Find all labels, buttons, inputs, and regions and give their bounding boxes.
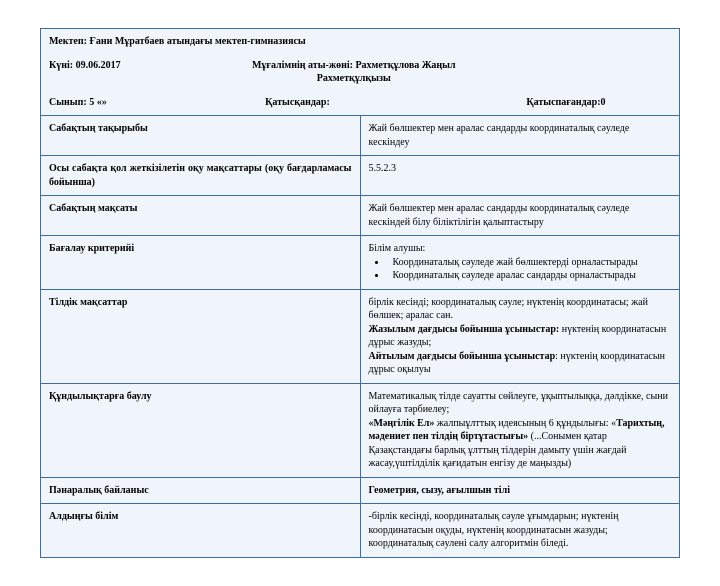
inter-label: Пәнаралық байланыс [41,477,361,504]
lesson-plan-table: Мектеп: Ғани Мұратбаев атындағы мектеп-г… [40,28,680,558]
prior-value: -бірлік кесінді, координаталық сәуле ұғы… [360,504,680,558]
date-value: 09.06.2017 [76,60,121,71]
values-line2a: «Мәңгілік Ел» [369,418,435,429]
present-label: Қатысқандар: [265,97,330,108]
lang-label: Тілдік мақсаттар [41,289,361,383]
lang-line3a: Айтылым дағдысы бойынша ұсыныстар [369,351,556,362]
header-block: Мектеп: Ғани Мұратбаев атындағы мектеп-г… [41,29,680,116]
absent-label: Қатыспағандар:0 [526,97,605,108]
criteria-item: Координаталық сәуледе аралас сандарды ор… [387,269,672,283]
prior-label: Алдыңғы білім [41,504,361,558]
lang-value: бірлік кесінді; координаталық сәуле; нүк… [360,289,680,383]
goal-value: Жай бөлшектер мен аралас сандарды коорди… [360,196,680,236]
values-line1: Математикалық тілде сауатты сөйлеуге, ұқ… [369,390,672,417]
inter-value: Геометрия, сызу, ағылшын тілі [360,477,680,504]
objectives-value: 5.5.2.3 [360,156,680,196]
values-line2b: жалпыұлттық идеясының 6 құндылығы: « [434,418,616,429]
school-value: Ғани Мұратбаев атындағы мектеп-гимназияс… [89,36,305,47]
topic-value: Жай бөлшектер мен аралас сандарды коорди… [360,116,680,156]
lang-line1: бірлік кесінді; координаталық сәуле; нүк… [369,296,672,323]
criteria-lead: Білім алушы: [369,242,672,256]
class-label: Сынып: [49,97,87,108]
class-value: 5 «» [89,97,107,108]
teacher-label: Мұғалімнің аты-жөні: [252,60,353,71]
values-value: Математикалық тілде сауатты сөйлеуге, ұқ… [360,383,680,477]
objectives-label: Осы сабақта қол жеткізілетін оқу мақсатт… [41,156,361,196]
criteria-item: Координаталық сәуледе жай бөлшектерді ор… [387,256,672,270]
goal-label: Сабақтың мақсаты [41,196,361,236]
values-label: Құндылықтарға баулу [41,383,361,477]
school-label: Мектеп: [49,36,87,47]
criteria-label: Бағалау критерийі [41,236,361,290]
lang-line2a: Жазылым дағдысы бойынша ұсыныстар: [369,324,560,335]
date-label: Күні: [49,60,73,71]
topic-label: Сабақтың тақырыбы [41,116,361,156]
criteria-value: Білім алушы: Координаталық сәуледе жай б… [360,236,680,290]
